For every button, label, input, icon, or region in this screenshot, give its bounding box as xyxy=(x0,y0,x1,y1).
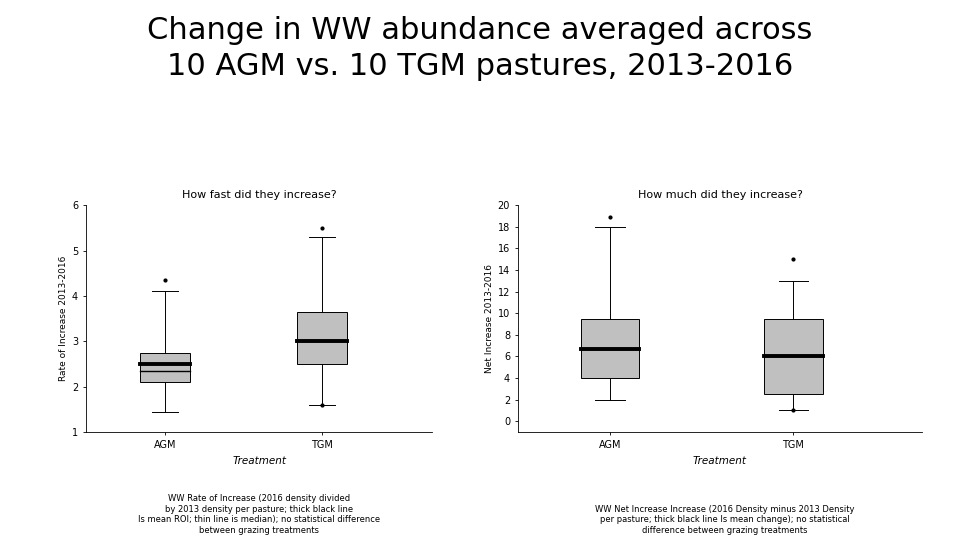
Y-axis label: Rate of Increase 2013-2016: Rate of Increase 2013-2016 xyxy=(59,256,67,381)
Text: Change in WW abundance averaged across
10 AGM vs. 10 TGM pastures, 2013-2016: Change in WW abundance averaged across 1… xyxy=(147,16,813,81)
Text: WW Net Increase Increase (2016 Density minus 2013 Density
per pasture; thick bla: WW Net Increase Increase (2016 Density m… xyxy=(595,505,854,535)
X-axis label: Treatment: Treatment xyxy=(232,456,286,466)
Title: How fast did they increase?: How fast did they increase? xyxy=(181,190,337,200)
Bar xyxy=(297,312,348,364)
Title: How much did they increase?: How much did they increase? xyxy=(637,190,803,200)
Bar xyxy=(140,353,190,382)
Y-axis label: Net Increase 2013-2016: Net Increase 2013-2016 xyxy=(485,264,493,373)
Bar xyxy=(581,319,639,378)
Bar xyxy=(764,319,823,394)
Text: WW Rate of Increase (2016 density divided
by 2013 density per pasture; thick bla: WW Rate of Increase (2016 density divide… xyxy=(138,495,380,535)
X-axis label: Treatment: Treatment xyxy=(693,456,747,466)
